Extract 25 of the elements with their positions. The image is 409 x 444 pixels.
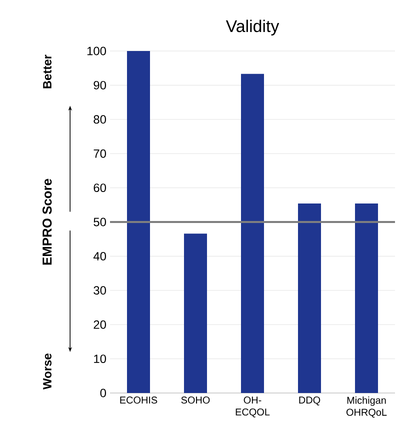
y-tick-label: 90 [94,80,106,90]
x-tick-label: Michigan OHRQoL [346,396,387,418]
y-tick-label: 60 [94,184,106,192]
x-tick-label: SOHO [181,396,210,404]
bar [241,74,264,393]
bar [298,204,321,393]
text: Worse [43,354,52,390]
y-tick-label: 0 [100,388,106,398]
x-tick-label: DDQ [299,396,320,406]
y-tick-label: 50 [94,218,106,226]
y-tick-label: 20 [94,320,106,329]
y-tick-label: 10 [94,354,106,364]
y-axis-title: EMPRO Score [42,178,52,265]
y-tick-label: 100 [87,46,106,56]
text: Better [43,54,52,88]
x-tick-label: ECOHIS [120,396,158,404]
bar [127,50,150,393]
x-tick-label: OH-ECQOL [236,396,270,418]
bar [355,204,378,393]
chart-title: Validity [226,20,280,36]
y-tick-label: 80 [94,115,106,124]
y-tick-label: 30 [94,286,106,295]
y-tick-label: 40 [93,252,106,260]
bar [184,234,207,393]
y-tick-label: 70 [94,149,106,158]
